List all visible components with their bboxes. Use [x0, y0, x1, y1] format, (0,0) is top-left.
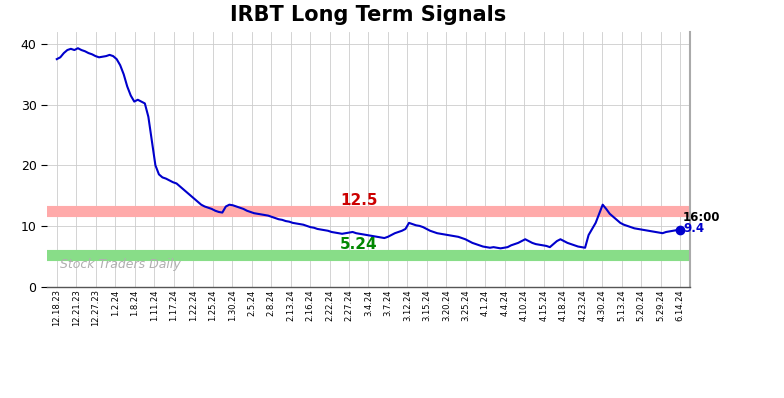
Text: 12.5: 12.5	[340, 193, 378, 208]
Text: 9.4: 9.4	[683, 222, 704, 235]
Text: Stock Traders Daily: Stock Traders Daily	[60, 258, 180, 271]
Text: 5.24: 5.24	[340, 237, 378, 252]
Title: IRBT Long Term Signals: IRBT Long Term Signals	[230, 5, 506, 25]
Text: 16:00: 16:00	[683, 211, 720, 224]
